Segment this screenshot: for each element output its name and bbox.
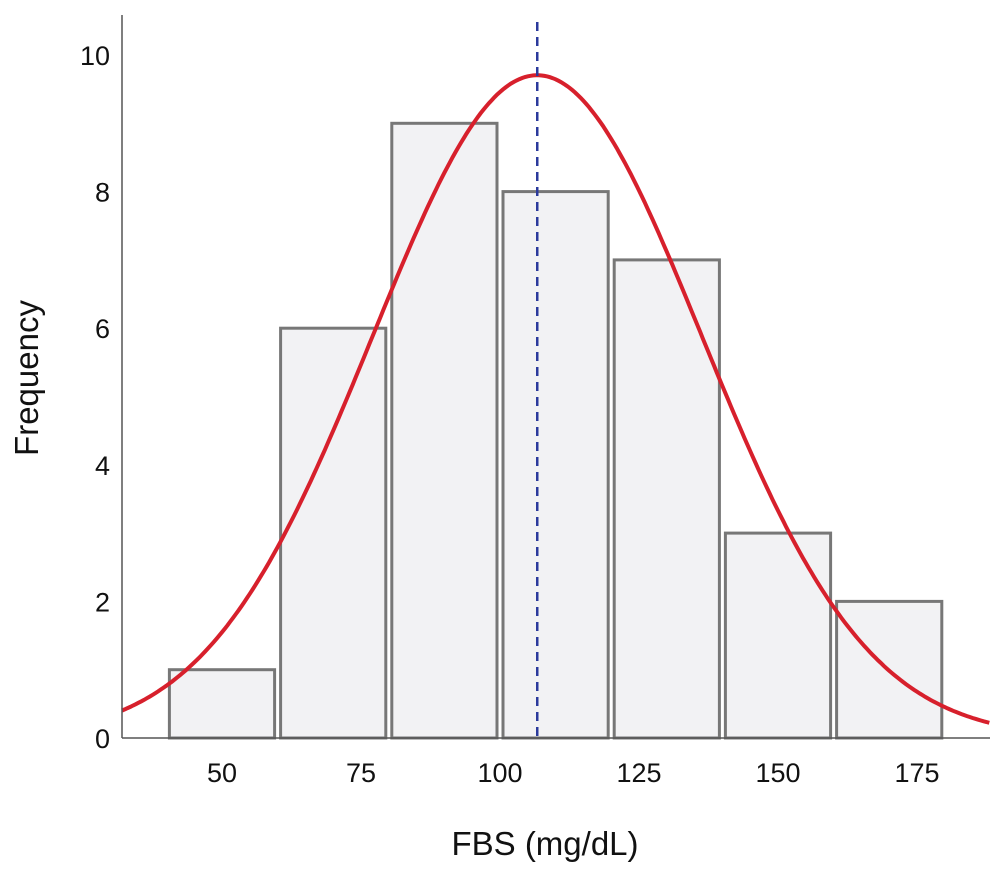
x-tick-125: 125 bbox=[616, 758, 661, 788]
y-tick-4: 4 bbox=[95, 451, 110, 481]
histogram-bar-80-100 bbox=[390, 121, 499, 740]
histogram-bar-60-80 bbox=[279, 326, 388, 740]
histogram-bar-140-160 bbox=[723, 531, 833, 740]
y-tick-10: 10 bbox=[80, 41, 110, 71]
x-tick-100: 100 bbox=[477, 758, 522, 788]
x-tick-175: 175 bbox=[894, 758, 939, 788]
y-tick-8: 8 bbox=[95, 178, 110, 208]
histogram-bar-40-60 bbox=[167, 668, 277, 740]
x-axis-label: FBS (mg/dL) bbox=[451, 825, 638, 862]
x-tick-75: 75 bbox=[346, 758, 376, 788]
y-tick-6: 6 bbox=[95, 314, 110, 344]
normal-curve bbox=[121, 73, 990, 725]
histogram-bar-120-140 bbox=[612, 258, 721, 740]
bars-group bbox=[167, 121, 944, 740]
histogram-bar-100-120 bbox=[501, 190, 610, 740]
y-tick-labels: 0 2 4 6 8 10 bbox=[80, 41, 110, 754]
y-tick-2: 2 bbox=[95, 587, 110, 617]
y-tick-0: 0 bbox=[95, 724, 110, 754]
y-axis-label: Frequency bbox=[8, 300, 45, 456]
x-tick-50: 50 bbox=[207, 758, 237, 788]
x-tick-150: 150 bbox=[755, 758, 800, 788]
x-tick-labels: 50 75 100 125 150 175 bbox=[207, 758, 940, 788]
